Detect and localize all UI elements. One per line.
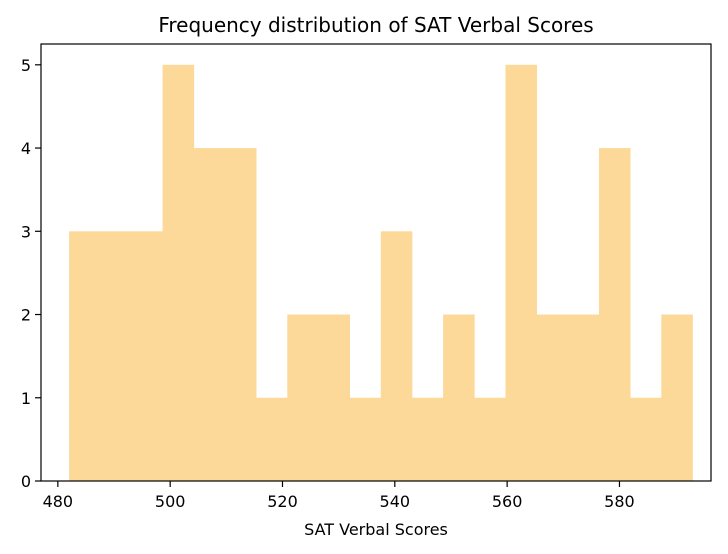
histogram-bar — [349, 397, 382, 481]
histogram-bar — [224, 148, 257, 482]
histogram-bar — [318, 314, 351, 481]
histogram-bar — [162, 64, 195, 482]
chart-title: Frequency distribution of SAT Verbal Sco… — [158, 13, 593, 37]
y-tick-label: 2 — [21, 306, 31, 325]
histogram-bar — [256, 397, 288, 481]
x-tick-label: 480 — [43, 492, 74, 511]
histogram-bar — [100, 231, 132, 481]
histogram-bar — [287, 314, 319, 481]
histogram-bar — [411, 397, 444, 481]
x-tick-label: 500 — [155, 492, 186, 511]
y-tick-label: 5 — [21, 56, 31, 75]
y-tick-label: 4 — [21, 139, 31, 158]
bars-group — [69, 64, 693, 482]
y-ticks: 0 1 2 3 4 5 — [21, 56, 41, 491]
histogram-bar — [131, 231, 163, 481]
histogram-bar — [661, 314, 693, 481]
y-tick-label: 3 — [21, 222, 31, 241]
histogram-bar — [598, 148, 631, 482]
x-ticks: 480 500 520 540 560 580 — [43, 481, 635, 511]
x-tick-label: 580 — [604, 492, 635, 511]
histogram-bar — [505, 64, 538, 482]
histogram-bar — [69, 231, 101, 481]
histogram-bar — [567, 314, 600, 481]
x-tick-label: 560 — [492, 492, 523, 511]
histogram-bar — [443, 314, 475, 481]
y-tick-label: 0 — [21, 472, 31, 491]
histogram-bar — [474, 397, 506, 481]
y-tick-label: 1 — [21, 389, 31, 408]
histogram-bar — [380, 231, 413, 481]
histogram-bar — [193, 148, 226, 482]
axes-frame — [40, 43, 712, 482]
histogram-bar — [536, 314, 569, 481]
x-tick-label: 540 — [380, 492, 411, 511]
x-axis-label: SAT Verbal Scores — [304, 520, 448, 539]
x-tick-label: 520 — [267, 492, 298, 511]
histogram-bar — [630, 397, 662, 481]
